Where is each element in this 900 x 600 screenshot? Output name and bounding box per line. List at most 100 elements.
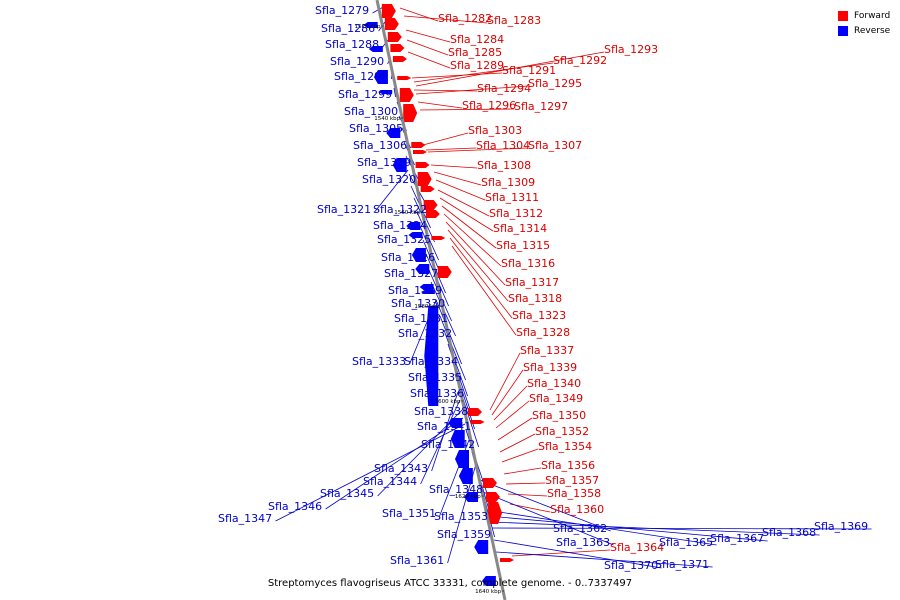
leader-line: [374, 169, 409, 213]
leader-line: [482, 491, 614, 546]
gene-label: Sfla_1350: [532, 409, 586, 422]
gene-label: Sfla_1336: [410, 387, 464, 400]
forward-gene: [403, 104, 418, 122]
forward-gene: [423, 200, 438, 210]
gene-label: Sfla_1321: [317, 203, 371, 216]
gene-label: Sfla_1340: [527, 377, 581, 390]
forward-gene: [415, 162, 430, 168]
forward-gene: [390, 44, 405, 52]
reverse-gene: [481, 576, 496, 586]
gene-label: Sfla_1326: [381, 251, 435, 264]
forward-gene: [485, 492, 500, 502]
gene-label: Sfla_1317: [505, 276, 559, 289]
gene-label: Sfla_1328: [516, 326, 570, 339]
axis-tick-label: 1580 kbp: [414, 304, 440, 310]
leader-line: [407, 51, 451, 69]
gene-label: Sfla_1295: [528, 77, 582, 90]
forward-gene: [381, 4, 396, 18]
leader-line: [491, 527, 872, 530]
leader-line: [393, 87, 396, 98]
gene-label: Sfla_1292: [553, 54, 607, 67]
gene-label: Sfla_1299: [338, 88, 392, 101]
gene-label: Sfla_1353: [434, 510, 488, 523]
gene-label: Sfla_1342: [421, 438, 475, 451]
reverse-gene: [411, 248, 426, 262]
gene-label: Sfla_1364: [610, 541, 664, 554]
gene-label: Sfla_1337: [520, 344, 574, 357]
gene-label: Sfla_1309: [481, 176, 535, 189]
leader-line: [495, 400, 530, 429]
gene-label: Sfla_1325: [377, 233, 431, 246]
gene-label: Sfla_1356: [541, 459, 595, 472]
leader-line: [413, 89, 478, 92]
gene-label: Sfla_1306: [353, 139, 407, 152]
leader-line: [439, 197, 494, 232]
gene-label: Sfla_1298: [334, 70, 388, 83]
forward-gene: [413, 150, 427, 154]
gene-label: Sfla_1352: [535, 425, 589, 438]
leader-line: [447, 229, 509, 302]
reverse-gene: [368, 46, 383, 52]
gene-label: Sfla_1331: [394, 312, 448, 325]
reverse-gene: [373, 70, 388, 84]
gene-label: Sfla_1320: [362, 173, 416, 186]
forward-gene: [384, 18, 399, 30]
leader-line: [415, 85, 529, 95]
gene-label: Sfla_1314: [493, 222, 547, 235]
gene-label: Sfla_1341: [417, 420, 471, 433]
reverse-gene: [448, 418, 463, 428]
gene-label: Sfla_1346: [268, 500, 322, 513]
gene-label: Sfla_1327: [384, 267, 438, 280]
reverse-gene: [450, 430, 465, 448]
axis-tick-label: 1560 kbp: [394, 210, 420, 216]
legend: Forward Reverse: [838, 8, 890, 38]
gene-label: Sfla_1339: [523, 361, 577, 374]
leader-line: [406, 39, 449, 56]
leader-line: [403, 15, 488, 24]
leader-line: [497, 417, 533, 441]
forward-gene: [488, 502, 503, 524]
gene-label: Sfla_1369: [814, 520, 868, 533]
gene-label: Sfla_1318: [508, 292, 562, 305]
leader-line: [425, 147, 477, 151]
gene-label: Sfla_1354: [538, 440, 592, 453]
reverse-swatch: [838, 25, 848, 36]
leader-line: [399, 7, 439, 22]
gene-label: Sfla_1311: [485, 191, 539, 204]
gene-label: Sfla_1359: [437, 528, 491, 541]
leader-line: [493, 539, 662, 569]
leader-line: [485, 509, 717, 546]
gene-label: Sfla_1312: [489, 207, 543, 220]
gene-label: Sfla_1282: [438, 12, 492, 25]
forward-gene: [468, 408, 483, 416]
reverse-gene: [406, 222, 421, 230]
legend-label-reverse: Reverse: [854, 25, 891, 36]
gene-label: Sfla_1370: [604, 559, 658, 572]
leader-line: [433, 171, 482, 186]
leader-line: [417, 101, 463, 109]
gene-label: Sfla_1316: [501, 257, 555, 270]
forward-gene: [411, 142, 426, 148]
reverse-gene: [419, 284, 434, 290]
gene-label: Sfla_1283: [487, 14, 541, 27]
gene-label: Sfla_1288: [325, 38, 379, 51]
legend-label-forward: Forward: [854, 10, 891, 21]
reverse-gene: [458, 468, 473, 484]
reverse-gene: [386, 128, 401, 138]
gene-label: Sfla_1335: [408, 371, 462, 384]
gene-label: Sfla_1358: [547, 487, 601, 500]
forward-gene: [431, 236, 446, 240]
leader-line: [411, 72, 503, 79]
gene-label: Sfla_1297: [514, 100, 568, 113]
gene-label: Sfla_1333: [352, 355, 406, 368]
gene-label: Sfla_1319: [357, 156, 411, 169]
gene-label: Sfla_1294: [477, 82, 531, 95]
gene-label: Sfla_1351: [382, 507, 436, 520]
gene-label: Sfla_1362: [553, 522, 607, 535]
leader-line: [415, 51, 605, 87]
reverse-gene: [392, 158, 407, 172]
gene-label: Sfla_1291: [502, 64, 556, 77]
leader-line: [501, 448, 539, 463]
forward-gene: [420, 186, 435, 192]
